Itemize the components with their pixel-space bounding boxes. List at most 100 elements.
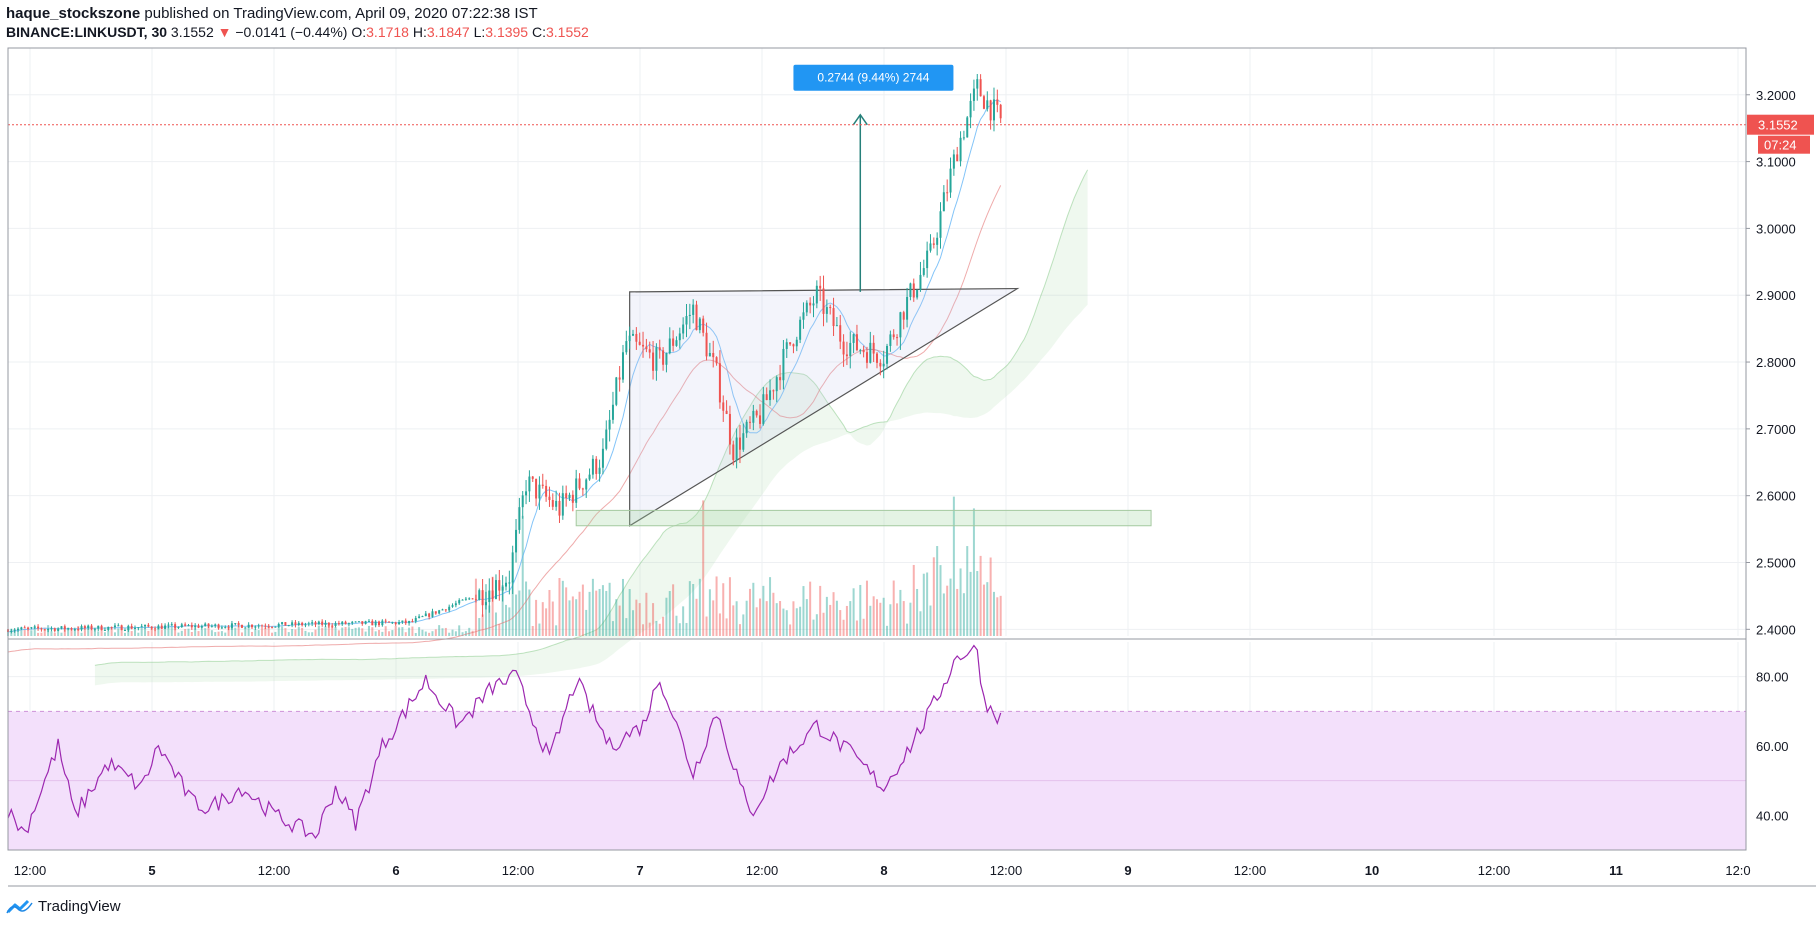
volume-bar xyxy=(227,625,230,636)
candle-body xyxy=(882,363,885,367)
candle-body xyxy=(705,332,708,357)
candle-body xyxy=(912,283,915,298)
volume-bar xyxy=(625,618,628,636)
volume-bar xyxy=(575,599,578,636)
volume-bar xyxy=(655,620,658,636)
candle-body xyxy=(327,622,330,626)
candle-body xyxy=(655,347,658,371)
candle-body xyxy=(896,337,899,339)
drawing-tools[interactable]: 0.2744 (9.44%) 2744 xyxy=(8,64,1746,527)
candle-body xyxy=(916,289,919,298)
candle-body xyxy=(825,307,828,314)
candle-body xyxy=(267,626,270,628)
candle-body xyxy=(759,415,762,424)
candle-body xyxy=(250,624,253,628)
candle-body xyxy=(404,620,407,624)
measure-label-box xyxy=(793,64,954,91)
candle-body xyxy=(10,630,13,632)
candle-body xyxy=(364,621,367,624)
candle-body xyxy=(698,318,701,331)
volume-bar xyxy=(438,625,441,636)
candle-body xyxy=(434,611,437,614)
candle-body xyxy=(421,616,424,618)
volume-bar xyxy=(682,606,685,636)
candle-body xyxy=(234,623,237,625)
volume-bar xyxy=(865,580,868,636)
candle-body xyxy=(521,495,524,508)
candle-body xyxy=(952,154,955,169)
volume-bar xyxy=(795,608,798,636)
volume-bar xyxy=(491,576,494,636)
volume-bar xyxy=(755,607,758,636)
candle-body xyxy=(237,623,240,625)
rsi-axis[interactable]: 80.00 60.00 40.00 xyxy=(1756,670,1789,824)
candle-body xyxy=(986,100,989,109)
candle-body xyxy=(762,394,765,424)
x-tick-label: 10 xyxy=(1365,863,1379,878)
candle-body xyxy=(83,626,86,628)
plot-border xyxy=(7,47,1747,851)
footer-brand[interactable]: TradingView xyxy=(6,898,121,915)
volume-bar xyxy=(134,628,137,636)
volume-bar xyxy=(511,580,514,636)
volume-bars xyxy=(6,496,1002,636)
volume-bar xyxy=(989,557,992,636)
measure-arrow-head xyxy=(852,113,868,126)
candle-body xyxy=(685,315,688,325)
candle-body xyxy=(454,603,457,606)
volume-bar xyxy=(585,609,588,636)
candle-body xyxy=(972,88,975,101)
tradingview-logo-icon xyxy=(6,899,33,913)
candle-body xyxy=(996,99,999,105)
candle-body xyxy=(257,625,260,627)
candle-body xyxy=(150,626,153,629)
volume-bar xyxy=(982,584,985,636)
volume-bar xyxy=(966,546,969,636)
candle-body xyxy=(969,100,972,118)
price-axis[interactable]: 3.2000 3.1000 3.0000 2.9000 2.8000 2.7000 2.60… xyxy=(1746,88,1814,638)
candle-body xyxy=(367,620,370,622)
candle-body xyxy=(511,552,514,583)
candle-body xyxy=(398,622,401,625)
time-axis[interactable]: 12:00 5 12:00 6 12:00 7 12:00 8 12:00 9 12:00 10 12:… xyxy=(14,863,1751,878)
volume-bar xyxy=(822,612,825,636)
countdown-tag-label: 07:24 xyxy=(1764,138,1797,153)
candle-body xyxy=(966,117,969,138)
volume-bar xyxy=(769,577,772,636)
candle-body xyxy=(337,623,340,625)
candle-body xyxy=(515,529,518,553)
volume-bar xyxy=(207,626,210,636)
candle-body xyxy=(528,476,531,492)
author-name[interactable]: haque_stockszone xyxy=(6,5,141,22)
candle-body xyxy=(638,341,641,345)
candle-body xyxy=(134,627,137,629)
candle-body xyxy=(842,341,845,355)
symbol-name[interactable]: BINANCE:LINKUSDT, 30 xyxy=(6,24,168,40)
volume-bar xyxy=(919,611,922,636)
candle-body xyxy=(254,626,257,628)
volume-bar xyxy=(404,632,407,636)
volume-bar xyxy=(555,625,558,636)
volume-bar xyxy=(377,630,380,636)
volume-bar xyxy=(541,602,544,636)
volume-bar xyxy=(484,584,487,636)
candle-body xyxy=(180,624,183,628)
volume-bar xyxy=(344,626,347,636)
candle-body xyxy=(137,627,140,629)
candle-body xyxy=(274,626,277,628)
volume-bar xyxy=(57,631,60,636)
footer-brand-text: TradingView xyxy=(38,898,121,915)
volume-bar xyxy=(217,631,220,636)
volume-bar xyxy=(752,582,755,636)
candle-body xyxy=(210,625,213,627)
candle-body xyxy=(949,168,952,193)
volume-bar xyxy=(872,596,875,636)
candle-body xyxy=(805,302,808,313)
volume-bar xyxy=(294,629,297,636)
candle-body xyxy=(575,478,578,503)
candle-body xyxy=(862,349,865,353)
volume-bar xyxy=(354,627,357,636)
volume-bar xyxy=(521,515,524,636)
volume-bar xyxy=(234,627,237,636)
